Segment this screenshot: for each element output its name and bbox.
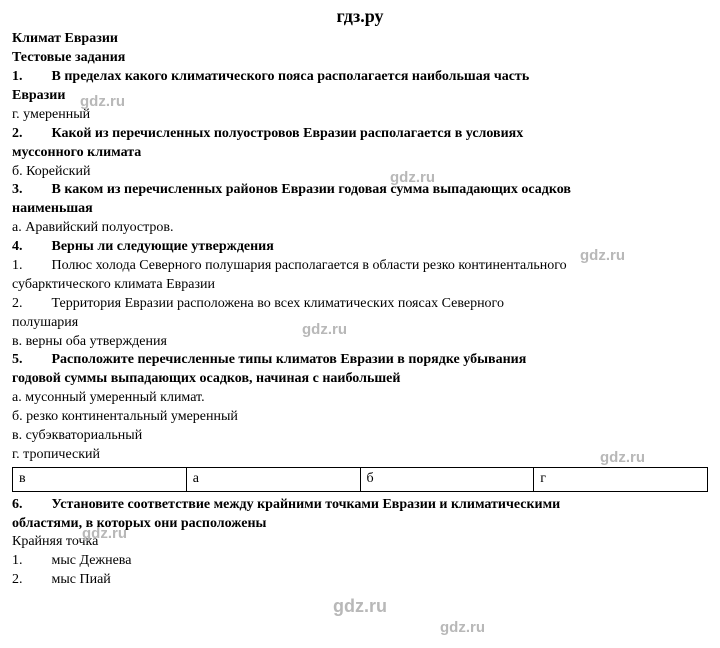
- q6-p2-num: 2.: [12, 571, 48, 590]
- q5-answer-grid: в а б г: [12, 467, 708, 492]
- q4-s1-b: субарктического климата Евразии: [12, 276, 708, 295]
- q1-answer: г. умеренный: [12, 106, 708, 125]
- q2-text-b: муссонного климата: [12, 144, 708, 163]
- q6-text-b: областями, в которых они расположены: [12, 515, 708, 534]
- q4-num: 4.: [12, 238, 48, 257]
- q5-opt-b: б. резко континентальный умеренный: [12, 408, 708, 427]
- q6-point1: 1. мыс Дежнева: [12, 552, 708, 571]
- q5-opt-c: в. субэкваториальный: [12, 427, 708, 446]
- q6-text-a: Установите соответствие между крайними т…: [52, 497, 561, 512]
- watermark-bottom: gdz.ru: [12, 594, 708, 618]
- q3-text-b: наименьшая: [12, 200, 708, 219]
- subtopic-title: Тестовые задания: [12, 49, 708, 68]
- q5-num: 5.: [12, 351, 48, 370]
- q5-opt-a: а. мусонный умеренный климат.: [12, 389, 708, 408]
- grid-cell-2: а: [186, 467, 360, 491]
- q5-opt-d: г. тропический: [12, 446, 708, 465]
- q3-num: 3.: [12, 181, 48, 200]
- table-row: в а б г: [13, 467, 708, 491]
- q4-text: Верны ли следующие утверждения: [52, 239, 274, 254]
- q4-s2-b: полушария: [12, 314, 708, 333]
- question-3: 3. В каком из перечисленных районов Евра…: [12, 181, 708, 200]
- q6-label: Крайняя точка: [12, 533, 708, 552]
- q2-answer: б. Корейский: [12, 163, 708, 182]
- q4-stmt2: 2. Территория Евразии расположена во все…: [12, 295, 708, 314]
- grid-cell-1: в: [13, 467, 187, 491]
- q4-s2-a: Территория Евразии расположена во всех к…: [52, 296, 504, 311]
- q6-p1: мыс Дежнева: [52, 553, 132, 568]
- watermark: gdz.ru: [440, 618, 485, 638]
- q1-text-b: Евразии: [12, 87, 708, 106]
- q5-text-b: годовой суммы выпадающих осадков, начина…: [12, 370, 708, 389]
- q5-text-a: Расположите перечисленные типы климатов …: [52, 352, 527, 367]
- q6-p2: мыс Пиай: [52, 572, 111, 587]
- topic-title: Климат Евразии: [12, 30, 708, 49]
- q2-text-a: Какой из перечисленных полуостровов Евра…: [52, 126, 524, 141]
- question-4: 4. Верны ли следующие утверждения: [12, 238, 708, 257]
- question-5: 5. Расположите перечисленные типы климат…: [12, 351, 708, 370]
- q3-text-a: В каком из перечисленных районов Евразии…: [52, 182, 571, 197]
- question-6: 6. Установите соответствие между крайним…: [12, 496, 708, 515]
- q6-num: 6.: [12, 496, 48, 515]
- grid-cell-4: г: [534, 467, 708, 491]
- q2-num: 2.: [12, 125, 48, 144]
- q1-text-a: В пределах какого климатического пояса р…: [52, 69, 530, 84]
- q4-s2-num: 2.: [12, 295, 48, 314]
- question-2: 2. Какой из перечисленных полуостровов Е…: [12, 125, 708, 144]
- q4-s1-a: Полюс холода Северного полушария распола…: [52, 258, 567, 273]
- q4-answer: в. верны оба утверждения: [12, 333, 708, 352]
- question-1: 1. В пределах какого климатического пояс…: [12, 68, 708, 87]
- q4-stmt1: 1. Полюс холода Северного полушария расп…: [12, 257, 708, 276]
- q4-s1-num: 1.: [12, 257, 48, 276]
- q6-point2: 2. мыс Пиай: [12, 571, 708, 590]
- q1-num: 1.: [12, 68, 48, 87]
- q6-p1-num: 1.: [12, 552, 48, 571]
- grid-cell-3: б: [360, 467, 534, 491]
- page-header: гдз.ру: [12, 4, 708, 28]
- q3-answer: а. Аравийский полуостров.: [12, 219, 708, 238]
